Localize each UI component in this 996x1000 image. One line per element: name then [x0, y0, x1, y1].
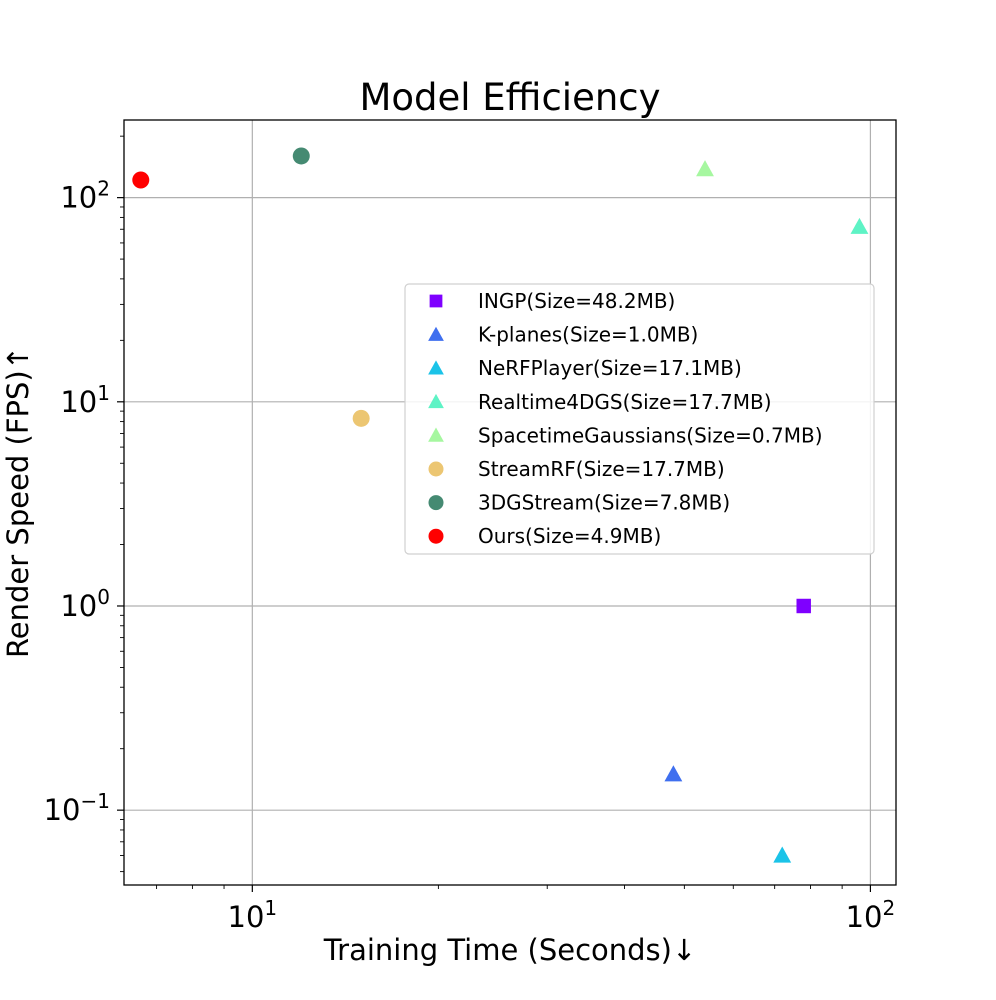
legend-entry: NeRFPlayer(Size=17.1MB)	[428, 356, 742, 380]
legend-entry: Realtime4DGS(Size=17.7MB)	[428, 390, 772, 414]
legend-box	[404, 283, 875, 555]
data-point-circle	[352, 409, 370, 427]
legend-marker-circle	[428, 495, 444, 511]
x-tick-label: 101	[228, 896, 278, 934]
x-tick-label: 102	[846, 896, 896, 934]
y-tick-label: 10−1	[44, 789, 110, 827]
data-point-triangle	[664, 765, 683, 782]
legend-marker-triangle	[428, 360, 444, 375]
legend-entry: SpacetimeGaussians(Size=0.7MB)	[428, 423, 823, 447]
y-tick-label: 102	[60, 177, 110, 215]
legend-marker-circle	[428, 528, 444, 544]
legend-label: K-planes(Size=1.0MB)	[478, 323, 698, 347]
data-point-triangle	[696, 160, 714, 177]
y-tick-label: 100	[60, 585, 110, 623]
legend: INGP(Size=48.2MB) K-planes(Size=1.0MB) NeR…	[404, 283, 875, 555]
legend-label: 3DGStream(Size=7.8MB)	[478, 491, 730, 515]
legend-marker-triangle	[428, 427, 444, 442]
legend-entry: 3DGStream(Size=7.8MB)	[428, 491, 730, 515]
axis-ticks: 101 102 10−1 100 101 102	[44, 177, 896, 934]
y-tick-label: 101	[60, 381, 110, 419]
plot-frame	[123, 119, 897, 886]
legend-label: NeRFPlayer(Size=17.1MB)	[478, 356, 742, 380]
legend-label: INGP(Size=48.2MB)	[478, 289, 675, 313]
legend-label: Ours(Size=4.9MB)	[478, 524, 661, 548]
data-point-square	[796, 598, 811, 614]
minor-ticks	[120, 135, 843, 889]
legend-marker-triangle	[428, 326, 444, 341]
data-point-circle	[292, 147, 310, 165]
legend-marker-square	[429, 294, 443, 308]
data-point-triangle	[773, 846, 792, 863]
legend-label: Realtime4DGS(Size=17.7MB)	[478, 390, 772, 414]
y-axis-label: Render Speed (FPS)↑	[1, 346, 35, 658]
legend-marker-triangle	[428, 393, 444, 409]
legend-marker-circle	[428, 461, 444, 477]
legend-entry: StreamRF(Size=17.7MB)	[428, 457, 725, 481]
legend-entry: Ours(Size=4.9MB)	[428, 524, 661, 548]
legend-label: StreamRF(Size=17.7MB)	[478, 457, 725, 481]
legend-entry: K-planes(Size=1.0MB)	[428, 323, 698, 347]
data-point-circle	[132, 171, 150, 189]
legend-label: SpacetimeGaussians(Size=0.7MB)	[478, 423, 823, 447]
data-point-triangle	[850, 217, 869, 234]
chart-title: Model Efficiency	[359, 76, 660, 119]
data-points	[132, 147, 869, 863]
x-axis-label: Training Time (Seconds)↓	[323, 933, 697, 967]
legend-entry: INGP(Size=48.2MB)	[429, 289, 675, 313]
